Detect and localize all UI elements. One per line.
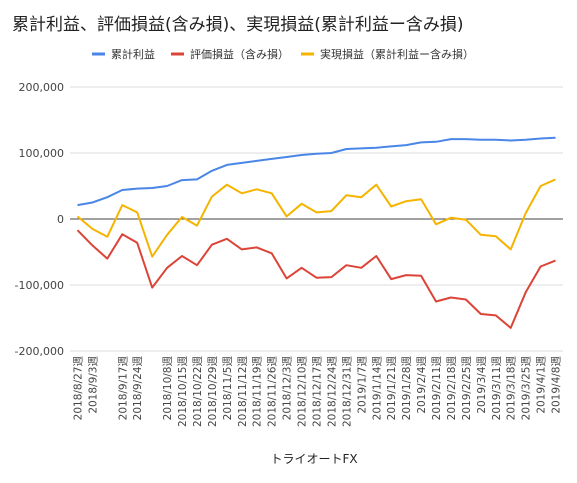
x-tick-label: 2019/3/11週: [491, 356, 503, 421]
x-tick-label: 2019/1/21週: [386, 356, 398, 421]
y-tick-label: -200,000: [15, 345, 64, 358]
x-axis-label: トライオートFX: [270, 452, 357, 466]
x-tick-label: 2018/12/3週: [282, 356, 294, 421]
x-tick-label: 2019/2/4週: [416, 356, 428, 414]
x-tick-label: 2018/9/3週: [87, 356, 99, 414]
x-tick-label: 2018/12/31週: [341, 356, 353, 428]
series-line-1: [77, 136, 556, 207]
x-tick-label: 2019/1/7週: [356, 356, 368, 414]
x-tick-label: 2019/2/18週: [446, 356, 458, 421]
x-tick-label: 2018/8/27週: [72, 356, 84, 421]
x-tick-label: 2019/4/1週: [536, 356, 548, 414]
y-tick-label: 200,000: [19, 81, 65, 94]
x-axis: 2018/8/27週 2018/9/3週 2018/9/17週 2018/9/24週 2…: [72, 356, 562, 428]
chart-title: 累計利益、評価損益(含み損)、実現損益(累計利益ー含み損): [12, 15, 464, 35]
x-tick-label: 2018/12/24週: [326, 356, 338, 428]
y-axis: 200,000 100,000 0 -100,000 -200,000: [15, 81, 64, 358]
legend-label: 評価損益（含み損）: [190, 47, 289, 61]
y-tick-label: 100,000: [19, 147, 65, 160]
x-tick-label: 2018/11/5週: [222, 356, 234, 421]
x-tick-label: 2018/11/12週: [237, 356, 249, 428]
x-tick-label: 2018/12/17週: [312, 356, 324, 428]
x-tick-label: 2019/4/8週: [551, 356, 563, 414]
x-tick-label: 2018/11/26週: [267, 356, 279, 428]
x-tick-label: 2019/3/4週: [476, 356, 488, 414]
x-tick-label: 2018/11/19週: [252, 356, 264, 428]
x-tick-label: 2019/1/28週: [401, 356, 413, 421]
x-tick-label: 2018/10/8週: [162, 356, 174, 421]
y-tick-label: 0: [57, 213, 64, 226]
series-line-2: [76, 229, 556, 329]
legend-label: 実現損益（累計利益ー含み損）: [320, 47, 474, 61]
legend: 累計利益 評価損益（含み損） 実現損益（累計利益ー含み損）: [92, 47, 474, 61]
x-tick-label: 2019/3/25週: [521, 356, 533, 421]
x-tick-label: 2018/12/10週: [297, 356, 309, 428]
x-tick-label: 2019/2/11週: [431, 356, 443, 421]
series-lines: [76, 136, 556, 329]
x-tick-label: 2018/9/17週: [117, 356, 129, 421]
x-tick-label: 2018/10/22週: [192, 356, 204, 428]
x-tick-label: 2018/9/24週: [132, 356, 144, 421]
x-tick-label: 2019/2/25週: [461, 356, 473, 421]
series-line-3: [76, 178, 556, 258]
legend-label: 累計利益: [111, 47, 155, 61]
x-tick-label: 2019/1/14週: [371, 356, 383, 421]
x-tick-label: 2018/10/29週: [207, 356, 219, 428]
x-tick-label: 2018/10/15週: [177, 356, 189, 428]
y-tick-label: -100,000: [15, 279, 64, 292]
x-tick-label: 2019/3/18週: [506, 356, 518, 421]
